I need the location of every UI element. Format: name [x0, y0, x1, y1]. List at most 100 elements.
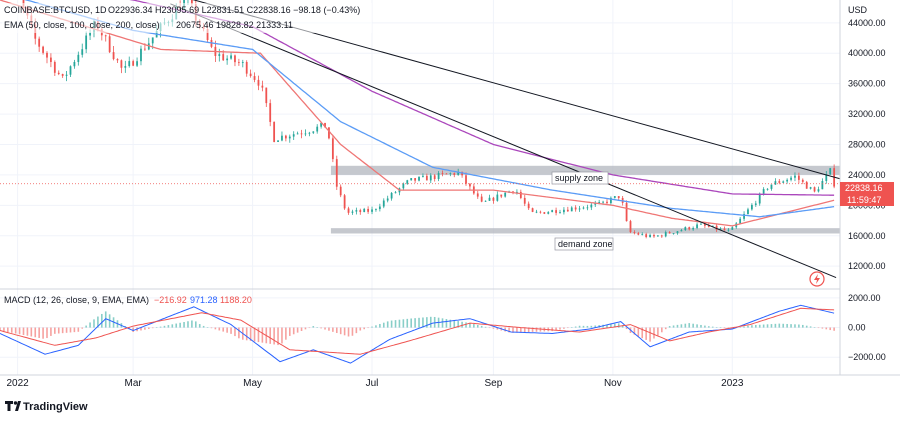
macd-histogram-bar: [590, 325, 593, 328]
ema-50-line[interactable]: [0, 0, 835, 227]
candle-body: [359, 210, 362, 213]
candle-body: [555, 210, 557, 213]
macd-histogram-bar: [778, 323, 781, 328]
candle-body: [594, 203, 597, 205]
macd-histogram-bar: [7, 327, 9, 333]
candle-body: [53, 61, 56, 73]
macd-histogram-bar: [708, 326, 710, 328]
macd-histogram-bar: [449, 319, 452, 328]
macd-histogram-bar: [230, 327, 232, 334]
price-tick-label: 44000.00: [848, 18, 886, 28]
tradingview-logo-icon[interactable]: [5, 401, 21, 411]
candle-body: [378, 206, 381, 210]
candle-body: [527, 203, 530, 209]
macd-histogram-bar: [433, 316, 436, 328]
macd-legend[interactable]: MACD (12, 26, close, 9, EMA, EMA): [4, 295, 149, 305]
trendline-2[interactable]: [170, 3, 837, 279]
macd-histogram-bar: [821, 327, 824, 329]
candle-body: [308, 132, 311, 134]
candle-body: [288, 136, 291, 139]
legend-ema[interactable]: EMA (50, close, 100, close, 200, close): [4, 20, 160, 30]
macd-signal-line[interactable]: [0, 307, 835, 355]
legend-symbol[interactable]: COINBASE:BTCUSD, 1D: [4, 5, 107, 15]
candle-body: [284, 135, 287, 139]
candle-body: [328, 127, 330, 139]
macd-histogram-bar: [715, 327, 718, 328]
macd-histogram-bar: [398, 319, 401, 328]
macd-histogram-bar: [422, 317, 424, 328]
macd-histogram-bar: [300, 327, 303, 331]
ema-200-line[interactable]: [0, 0, 835, 196]
macd-tick-label: 0.00: [848, 323, 866, 333]
candle-body: [355, 210, 358, 212]
candle-body: [296, 133, 299, 135]
demand-zone-band: [330, 228, 840, 234]
macd-histogram-bar: [684, 323, 687, 328]
macd-macd-line[interactable]: [0, 304, 835, 364]
brand-label: TradingView: [23, 401, 88, 413]
price-tick-label: 40000.00: [848, 48, 886, 58]
macd-histogram-bar: [273, 327, 275, 345]
macd-histogram-bar: [18, 327, 21, 335]
candle-body: [335, 159, 338, 187]
macd-histogram-bar: [89, 322, 91, 328]
candle-body: [645, 234, 648, 237]
macd-histogram-bar: [144, 327, 146, 330]
macd-histogram-bar: [77, 327, 80, 332]
macd-histogram-bar: [73, 327, 76, 333]
candle-body: [418, 176, 420, 181]
candle-body: [257, 79, 260, 86]
candle-body: [429, 175, 432, 181]
candle-body: [469, 183, 471, 187]
macd-histogram-bar: [69, 327, 72, 333]
macd-histogram-bar: [484, 326, 487, 328]
candle-body: [390, 192, 393, 199]
candle-body: [762, 189, 765, 194]
price-tick-label: 12000.00: [848, 261, 886, 271]
candle-body: [371, 209, 373, 212]
candle-body: [339, 186, 342, 196]
macd-histogram-bar: [0, 327, 1, 331]
candle-body: [112, 52, 115, 60]
macd-histogram-bar: [829, 327, 832, 331]
macd-histogram-bar: [382, 322, 385, 328]
candle-body: [778, 181, 781, 183]
candle-body: [457, 171, 460, 175]
candle-body: [77, 54, 80, 62]
candle-body: [629, 221, 632, 233]
candle-body: [245, 62, 248, 74]
macd-histogram-bar: [292, 327, 295, 335]
macd-histogram-bar: [159, 326, 162, 328]
macd-histogram-bar: [574, 326, 577, 328]
candle-body: [700, 223, 702, 225]
macd-histogram-bar: [429, 316, 432, 328]
candle-body: [367, 208, 370, 212]
candle-body: [85, 35, 88, 50]
candle-body: [363, 208, 366, 213]
candle-body: [265, 87, 268, 104]
candle-body: [65, 74, 68, 76]
candle-body: [351, 211, 354, 213]
macd-histogram-bar: [531, 327, 534, 332]
macd-histogram-bar: [42, 327, 44, 339]
macd-histogram-bar: [257, 327, 260, 343]
candle-body: [237, 62, 240, 63]
macd-histogram-bar: [567, 327, 569, 329]
candle-body: [625, 202, 628, 222]
candle-body: [786, 179, 789, 182]
macd-signal-value: 1188.20: [220, 295, 252, 305]
candle-body: [402, 183, 405, 189]
candle-body: [578, 208, 581, 210]
macd-histogram-bar: [226, 327, 228, 333]
macd-histogram-bar: [453, 320, 456, 328]
candle-body: [692, 228, 695, 230]
supply-zone-label: supply zone: [555, 173, 603, 183]
macd-histogram-bar: [719, 327, 722, 329]
lightning-icon[interactable]: [809, 271, 825, 287]
macd-histogram-bar: [504, 327, 506, 332]
candle-body: [38, 38, 41, 47]
candle-body: [89, 32, 91, 36]
macd-histogram-bar: [304, 327, 307, 330]
macd-histogram-bar: [206, 327, 209, 328]
